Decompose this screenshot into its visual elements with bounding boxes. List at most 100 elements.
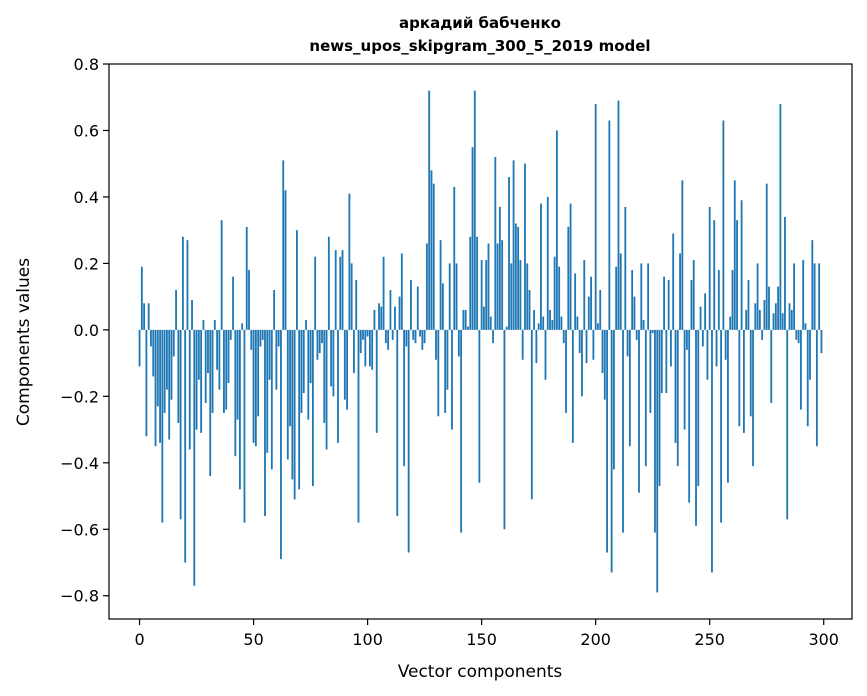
bar-258 [727, 329, 729, 483]
bar-152 [485, 260, 488, 330]
bar-127 [428, 90, 431, 330]
bar-22 [188, 329, 191, 450]
bar-163 [510, 263, 513, 330]
bar-90 [343, 329, 346, 400]
bar-206 [608, 120, 611, 330]
x-axis: 0 50 100 150 200 250 300 [134, 619, 839, 649]
bar-28 [202, 319, 205, 330]
bar-131 [437, 329, 440, 417]
bar-14 [170, 329, 173, 400]
bar-229 [660, 329, 663, 394]
y-axis-label: Components values [14, 258, 34, 426]
bar-144 [467, 326, 469, 330]
bar-188 [567, 226, 570, 330]
bar-177 [542, 316, 545, 330]
bar-185 [560, 316, 563, 330]
bar-290 [800, 329, 802, 410]
bar-220 [640, 263, 643, 330]
bar-24 [193, 329, 196, 586]
bar-59 [273, 289, 276, 330]
x-tick-label: 150 [466, 630, 497, 649]
bar-103 [373, 309, 376, 330]
bar-117 [405, 329, 408, 347]
bar-158 [498, 206, 501, 330]
bar-94 [353, 329, 355, 374]
bar-189 [569, 203, 572, 330]
bar-133 [441, 283, 444, 330]
bar-210 [617, 100, 620, 330]
bar-69 [296, 230, 298, 330]
chart-title: аркадий бабченко [399, 14, 561, 32]
bar-260 [731, 270, 734, 330]
bar-42 [234, 329, 237, 457]
bar-91 [346, 329, 348, 410]
bar-159 [501, 240, 504, 330]
bar-72 [302, 329, 305, 394]
bar-168 [521, 329, 524, 360]
bar-298 [818, 263, 821, 330]
bar-279 [774, 303, 777, 330]
bar-77 [314, 256, 317, 330]
bar-263 [738, 329, 741, 427]
bar-39 [227, 329, 230, 384]
bar-243 [692, 260, 695, 330]
bar-146 [471, 147, 474, 330]
bar-178 [544, 329, 547, 380]
bar-221 [642, 319, 645, 330]
bar-121 [414, 329, 417, 344]
bar-173 [533, 309, 535, 330]
bar-197 [587, 296, 590, 330]
bar-257 [724, 329, 727, 360]
x-axis-label: Vector components [398, 662, 563, 682]
bar-261 [733, 180, 736, 330]
bar-181 [551, 319, 554, 330]
bar-228 [658, 329, 661, 487]
bar-10 [161, 329, 164, 523]
bar-180 [549, 309, 551, 330]
bar-270 [754, 303, 757, 330]
bar-211 [619, 253, 622, 330]
bar-138 [453, 186, 456, 330]
bar-100 [366, 329, 369, 337]
bar-294 [809, 329, 811, 380]
bar-214 [626, 329, 629, 357]
bar-41 [232, 276, 234, 330]
bar-157 [496, 243, 499, 330]
bar-96 [357, 329, 360, 523]
bar-271 [756, 263, 759, 330]
bar-156 [494, 157, 497, 330]
bar-46 [243, 329, 246, 523]
bar-170 [526, 263, 529, 330]
bar-128 [430, 170, 433, 330]
bar-285 [788, 303, 791, 330]
bar-35 [218, 329, 221, 390]
bar-209 [615, 266, 618, 330]
bar-16 [175, 289, 177, 330]
bar-272 [758, 309, 761, 330]
bar-120 [412, 329, 415, 340]
bar-126 [426, 243, 428, 330]
bar-9 [159, 329, 161, 443]
bar-242 [690, 280, 693, 330]
bar-183 [555, 130, 558, 330]
bar-82 [325, 329, 328, 450]
bar-80 [321, 329, 323, 344]
y-tick-label: 0.2 [74, 254, 99, 273]
bar-6 [152, 329, 155, 377]
bar-155 [492, 329, 494, 344]
bar-215 [628, 329, 631, 447]
y-tick-label: 0.4 [74, 188, 99, 207]
bar-247 [701, 329, 704, 347]
bar-244 [695, 329, 697, 526]
bar-52 [257, 329, 260, 417]
bar-48 [248, 270, 250, 330]
bar-93 [350, 263, 353, 330]
bar-231 [665, 329, 668, 394]
bar-226 [654, 329, 656, 533]
bar-280 [777, 286, 780, 330]
bar-265 [742, 329, 745, 433]
bar-277 [770, 329, 773, 403]
bar-23 [191, 299, 193, 330]
bar-66 [289, 329, 291, 427]
bar-73 [305, 319, 307, 330]
